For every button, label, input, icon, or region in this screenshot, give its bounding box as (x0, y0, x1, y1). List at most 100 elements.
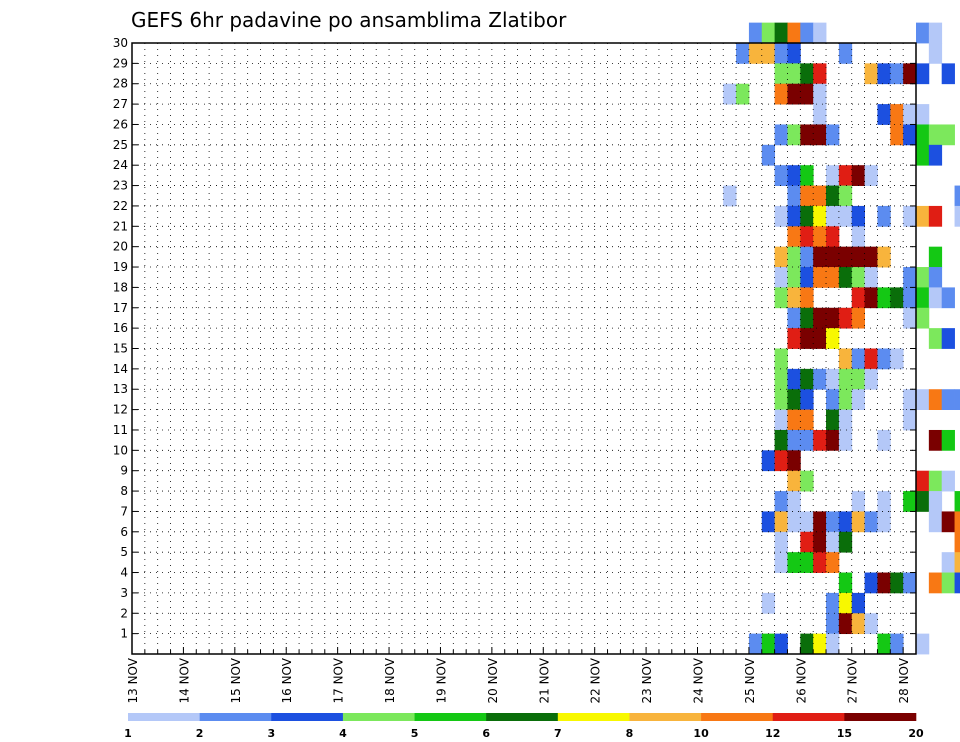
heatmap-cell (903, 63, 917, 85)
heatmap-cell (774, 287, 788, 309)
heatmap-cell (787, 205, 801, 227)
heatmap-cell (954, 511, 960, 533)
y-tick-label: 26 (113, 117, 128, 131)
chart-title: GEFS 6hr padavine po ansamblima Zlatibor (131, 8, 567, 32)
heatmap-cell (761, 511, 776, 533)
heatmap-cell (826, 307, 840, 329)
heatmap-cell (838, 185, 853, 207)
heatmap-cell (903, 409, 917, 431)
heatmap-cell (787, 124, 801, 146)
heatmap-cell (787, 22, 801, 44)
heatmap-cell (864, 368, 878, 390)
heatmap-cell (774, 450, 788, 472)
heatmap-cell (838, 592, 853, 614)
legend-label: 20 (908, 727, 924, 740)
heatmap-cell (748, 22, 763, 44)
legend-label: 12 (765, 727, 780, 740)
heatmap-cell (838, 43, 853, 64)
heatmap-cell (800, 287, 814, 309)
heatmap-cell (941, 287, 955, 309)
heatmap-cell (800, 267, 814, 288)
y-tick-label: 12 (113, 403, 128, 417)
y-tick-label: 29 (113, 56, 128, 70)
heatmap-cell (826, 511, 840, 533)
heatmap-cell (916, 144, 930, 166)
heatmap-cell (928, 43, 943, 64)
heatmap-cell (941, 389, 955, 410)
heatmap-cell (890, 572, 904, 594)
heatmap-cell (851, 491, 865, 512)
heatmap-cell (800, 22, 814, 44)
heatmap-cell (774, 205, 788, 227)
x-tick-label: 20 NOV (486, 657, 500, 703)
heatmap-cell (838, 348, 853, 370)
heatmap-cell (826, 389, 840, 410)
heatmap-cell (787, 491, 801, 512)
heatmap-cell (928, 491, 943, 512)
y-tick-label: 2 (120, 606, 128, 620)
heatmap-cell (736, 43, 750, 64)
heatmap-cell (916, 104, 930, 125)
heatmap-cell (864, 613, 878, 635)
heatmap-cell (826, 552, 840, 573)
legend-label: 7 (554, 727, 562, 740)
heatmap-cell (851, 267, 865, 288)
heatmap-cell (877, 246, 891, 268)
heatmap-cell (774, 22, 788, 44)
heatmap-cell (787, 165, 801, 186)
heatmap-cell (838, 531, 853, 553)
heatmap-cell (813, 633, 827, 655)
y-tick-label: 15 (113, 342, 128, 356)
x-tick-label: 18 NOV (383, 657, 397, 703)
heatmap-cell (864, 63, 878, 85)
heatmap-cell (736, 83, 750, 105)
heatmap-cell (928, 22, 943, 44)
heatmap-cell (941, 63, 955, 85)
heatmap-cell (761, 592, 776, 614)
heatmap-cell (826, 226, 840, 248)
heatmap-cell (800, 185, 814, 207)
heatmap-cell (826, 185, 840, 207)
heatmap-cell (851, 592, 865, 614)
heatmap-cell (890, 287, 904, 309)
heatmap-cell (838, 613, 853, 635)
heatmap-cell (774, 246, 788, 268)
heatmap-cell (800, 368, 814, 390)
heatmap-cell (761, 633, 776, 655)
y-tick-label: 1 (120, 627, 128, 641)
y-tick-label: 18 (113, 280, 128, 294)
heatmap-cells (723, 22, 960, 655)
heatmap-cell (826, 205, 840, 227)
legend-swatch (629, 713, 702, 721)
heatmap-cell (813, 307, 827, 329)
heatmap-cell (864, 267, 878, 288)
heatmap-cell (877, 511, 891, 533)
y-tick-label: 21 (113, 219, 128, 233)
heatmap-cell (774, 409, 788, 431)
legend-swatch (342, 713, 415, 721)
heatmap-cell (877, 491, 891, 512)
heatmap-cell (903, 389, 917, 410)
heatmap-cell (941, 328, 955, 349)
heatmap-cell (916, 205, 930, 227)
heatmap-cell (851, 368, 865, 390)
heatmap-cell (941, 511, 955, 533)
heatmap-cell (851, 389, 865, 410)
heatmap-cell (916, 470, 930, 492)
heatmap-cell (800, 246, 814, 268)
legend-swatch (557, 713, 630, 721)
heatmap-cell (826, 368, 840, 390)
heatmap-cell (903, 491, 917, 512)
heatmap-cell (838, 165, 853, 186)
heatmap-cell (916, 307, 930, 329)
heatmap-cell (916, 491, 930, 512)
y-tick-label: 3 (120, 586, 128, 600)
heatmap-cell (838, 409, 853, 431)
x-tick-label: 26 NOV (794, 657, 808, 703)
heatmap-cell (928, 328, 943, 349)
heatmap-cell (748, 633, 763, 655)
heatmap-cell (826, 613, 840, 635)
heatmap-cell (838, 389, 853, 410)
y-tick-label: 9 (120, 464, 128, 478)
